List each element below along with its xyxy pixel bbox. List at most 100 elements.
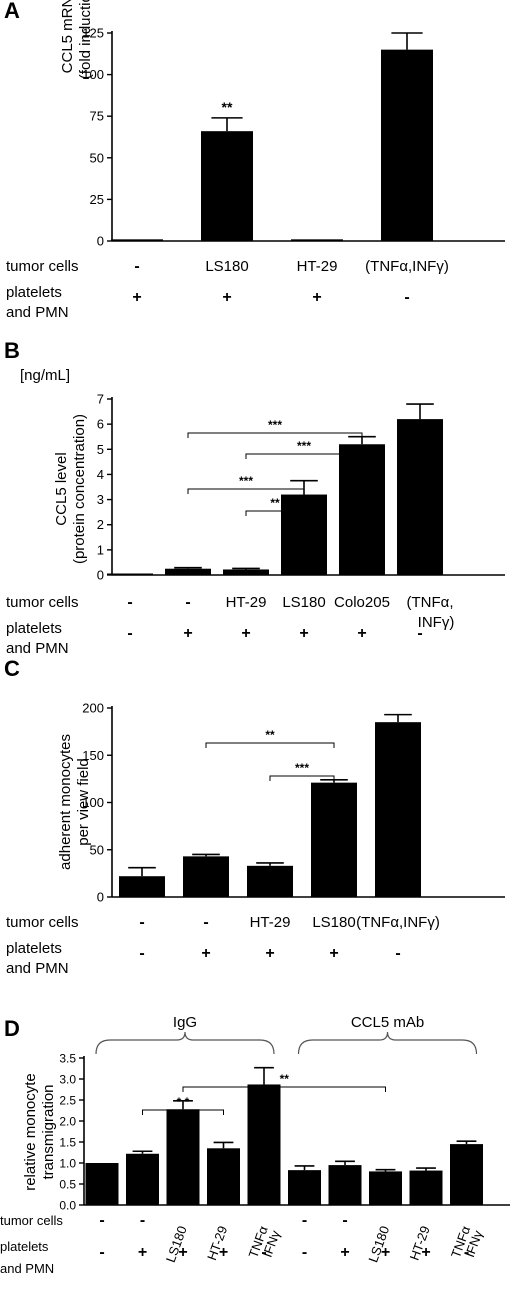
y-tick-label: 1.5 [59, 1136, 76, 1150]
bar [126, 1153, 159, 1205]
y-tick-label: 150 [82, 748, 104, 763]
row-cell: - [302, 1244, 307, 1261]
row-cell: + [299, 625, 308, 642]
row-cell: + [265, 945, 274, 962]
row-cell: + [178, 1244, 187, 1261]
bar [375, 722, 421, 897]
row-cell: - [140, 1212, 145, 1229]
significance-bracket [182, 1086, 386, 1092]
panel-a: A CCL5 mRNA(fold induction) 0 25 50 75 100 125 *… [4, 0, 505, 321]
y-tick-label: 3.0 [59, 1073, 76, 1087]
bar [165, 568, 211, 575]
row-cell: - [134, 258, 139, 275]
row-cell: - [99, 1212, 104, 1229]
group-label: CCL5 mAb [351, 1014, 424, 1031]
row-cell: Colo205 [334, 594, 390, 611]
row-cell: + [241, 625, 250, 642]
bar [247, 865, 293, 897]
bar [409, 1170, 443, 1205]
row-label: platelets [6, 940, 62, 957]
bar [85, 1163, 119, 1205]
row-cell: + [357, 625, 366, 642]
y-axis-label: relative monocytetransmigration [22, 1073, 57, 1191]
y-tick-label: 75 [90, 109, 104, 124]
row-cell: HT-29 [226, 594, 267, 611]
y-tick-label: 50 [90, 150, 104, 165]
bar [166, 1109, 200, 1205]
y-tick-label: 1 [97, 542, 104, 557]
panel-letter: D [4, 1016, 20, 1041]
row-label: tumor cells [6, 258, 79, 275]
bar [111, 239, 163, 241]
significance-bracket [187, 432, 363, 438]
y-tick-label: 0 [97, 234, 104, 249]
y-axis-label: CCL5 level(protein concentration) [53, 414, 88, 564]
y-tick-label: 2.5 [59, 1094, 76, 1108]
row-label: and PMN [6, 304, 69, 321]
row-cell: + [219, 1244, 228, 1261]
row-cell: + [340, 1244, 349, 1261]
y-tick-label: 7 [97, 392, 104, 407]
bar [381, 49, 433, 241]
significance-bracket [245, 510, 305, 516]
y-tick-label: 100 [82, 67, 104, 82]
row-cell: (TNFα,INFγ) [356, 914, 440, 931]
significance-label: *** [295, 761, 309, 775]
row-label: and PMN [6, 640, 69, 657]
bar [119, 876, 165, 897]
row-cell: - [464, 1244, 469, 1261]
row-cell: - [185, 594, 190, 611]
bar [450, 1144, 483, 1205]
bar [107, 573, 153, 575]
row-cell: + [201, 945, 210, 962]
row-cell: + [312, 289, 321, 306]
bar [311, 782, 357, 897]
y-tick-label: 1.0 [59, 1157, 76, 1171]
row-cell: LS180 [282, 594, 325, 611]
significance-bracket [187, 488, 305, 494]
row-label: tumor cells [6, 914, 79, 931]
row-label: platelets [6, 620, 62, 637]
row-label: platelets [0, 1239, 49, 1254]
significance-bracket [269, 775, 335, 781]
group-brace [297, 1031, 478, 1055]
significance-label: *** [239, 474, 253, 488]
row-cell: - [261, 1244, 266, 1261]
bar [223, 569, 269, 575]
row-cell: + [138, 1244, 147, 1261]
row-label: tumor cells [0, 1213, 63, 1228]
y-tick-label: 200 [82, 701, 104, 716]
row-cell: LS180 [205, 258, 248, 275]
row-cell: - [302, 1212, 307, 1229]
y-unit-label: [ng/mL] [20, 367, 70, 384]
y-tick-label: 3 [97, 492, 104, 507]
bar [207, 1148, 240, 1205]
significance-bracket [205, 742, 335, 748]
panel-b: B CCL5 level(protein concentration) [ng/mL… [4, 338, 505, 657]
y-tick-label: 0.0 [59, 1199, 76, 1213]
row-cell: - [127, 625, 132, 642]
row-cell: + [183, 625, 192, 642]
y-tick-label: 0.5 [59, 1178, 76, 1192]
row-cell: + [381, 1244, 390, 1261]
bar [183, 856, 229, 897]
y-tick-label: 2 [97, 517, 104, 532]
panel-letter: C [4, 656, 20, 681]
bar [291, 239, 343, 241]
row-cell: - [139, 914, 144, 931]
row-cell: + [222, 289, 231, 306]
row-cell: + [132, 289, 141, 306]
row-cell: - [342, 1212, 347, 1229]
bar [328, 1165, 362, 1205]
y-tick-label: 25 [90, 192, 104, 207]
row-cell: LS180 [312, 914, 355, 931]
bar [281, 494, 327, 575]
row-label: and PMN [0, 1261, 54, 1276]
group-brace [95, 1031, 275, 1055]
significance-label: *** [268, 418, 282, 432]
panel-letter: A [4, 0, 20, 23]
y-tick-label: 3.5 [59, 1052, 76, 1066]
row-cell: - [404, 289, 409, 306]
